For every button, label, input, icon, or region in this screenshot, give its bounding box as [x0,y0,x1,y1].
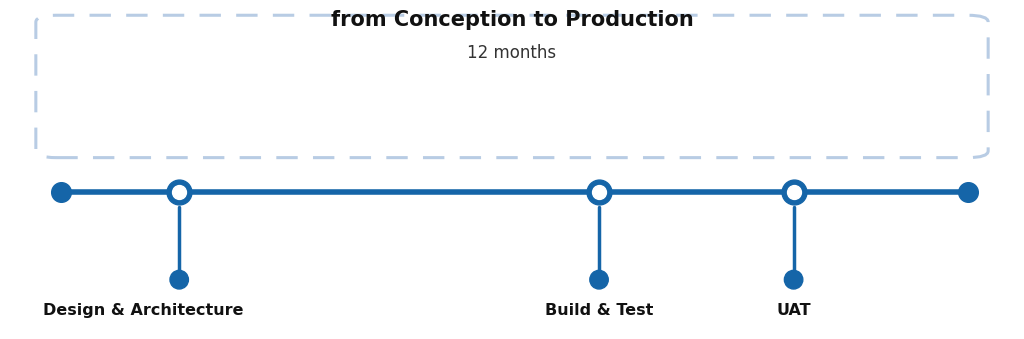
Ellipse shape [170,271,188,289]
Point [785,189,802,194]
Text: Build & Test: Build & Test [545,303,653,318]
Point [171,189,187,194]
Text: from Conception to Production: from Conception to Production [331,10,693,30]
Ellipse shape [590,271,608,289]
Point [785,189,802,194]
Text: 12 months: 12 months [467,43,557,62]
Point [53,189,70,194]
Point [959,189,976,194]
Text: UAT: UAT [776,303,811,318]
Ellipse shape [784,271,803,289]
Point [171,189,187,194]
Point [591,189,607,194]
Text: Design & Architecture: Design & Architecture [43,303,244,318]
Point [591,189,607,194]
